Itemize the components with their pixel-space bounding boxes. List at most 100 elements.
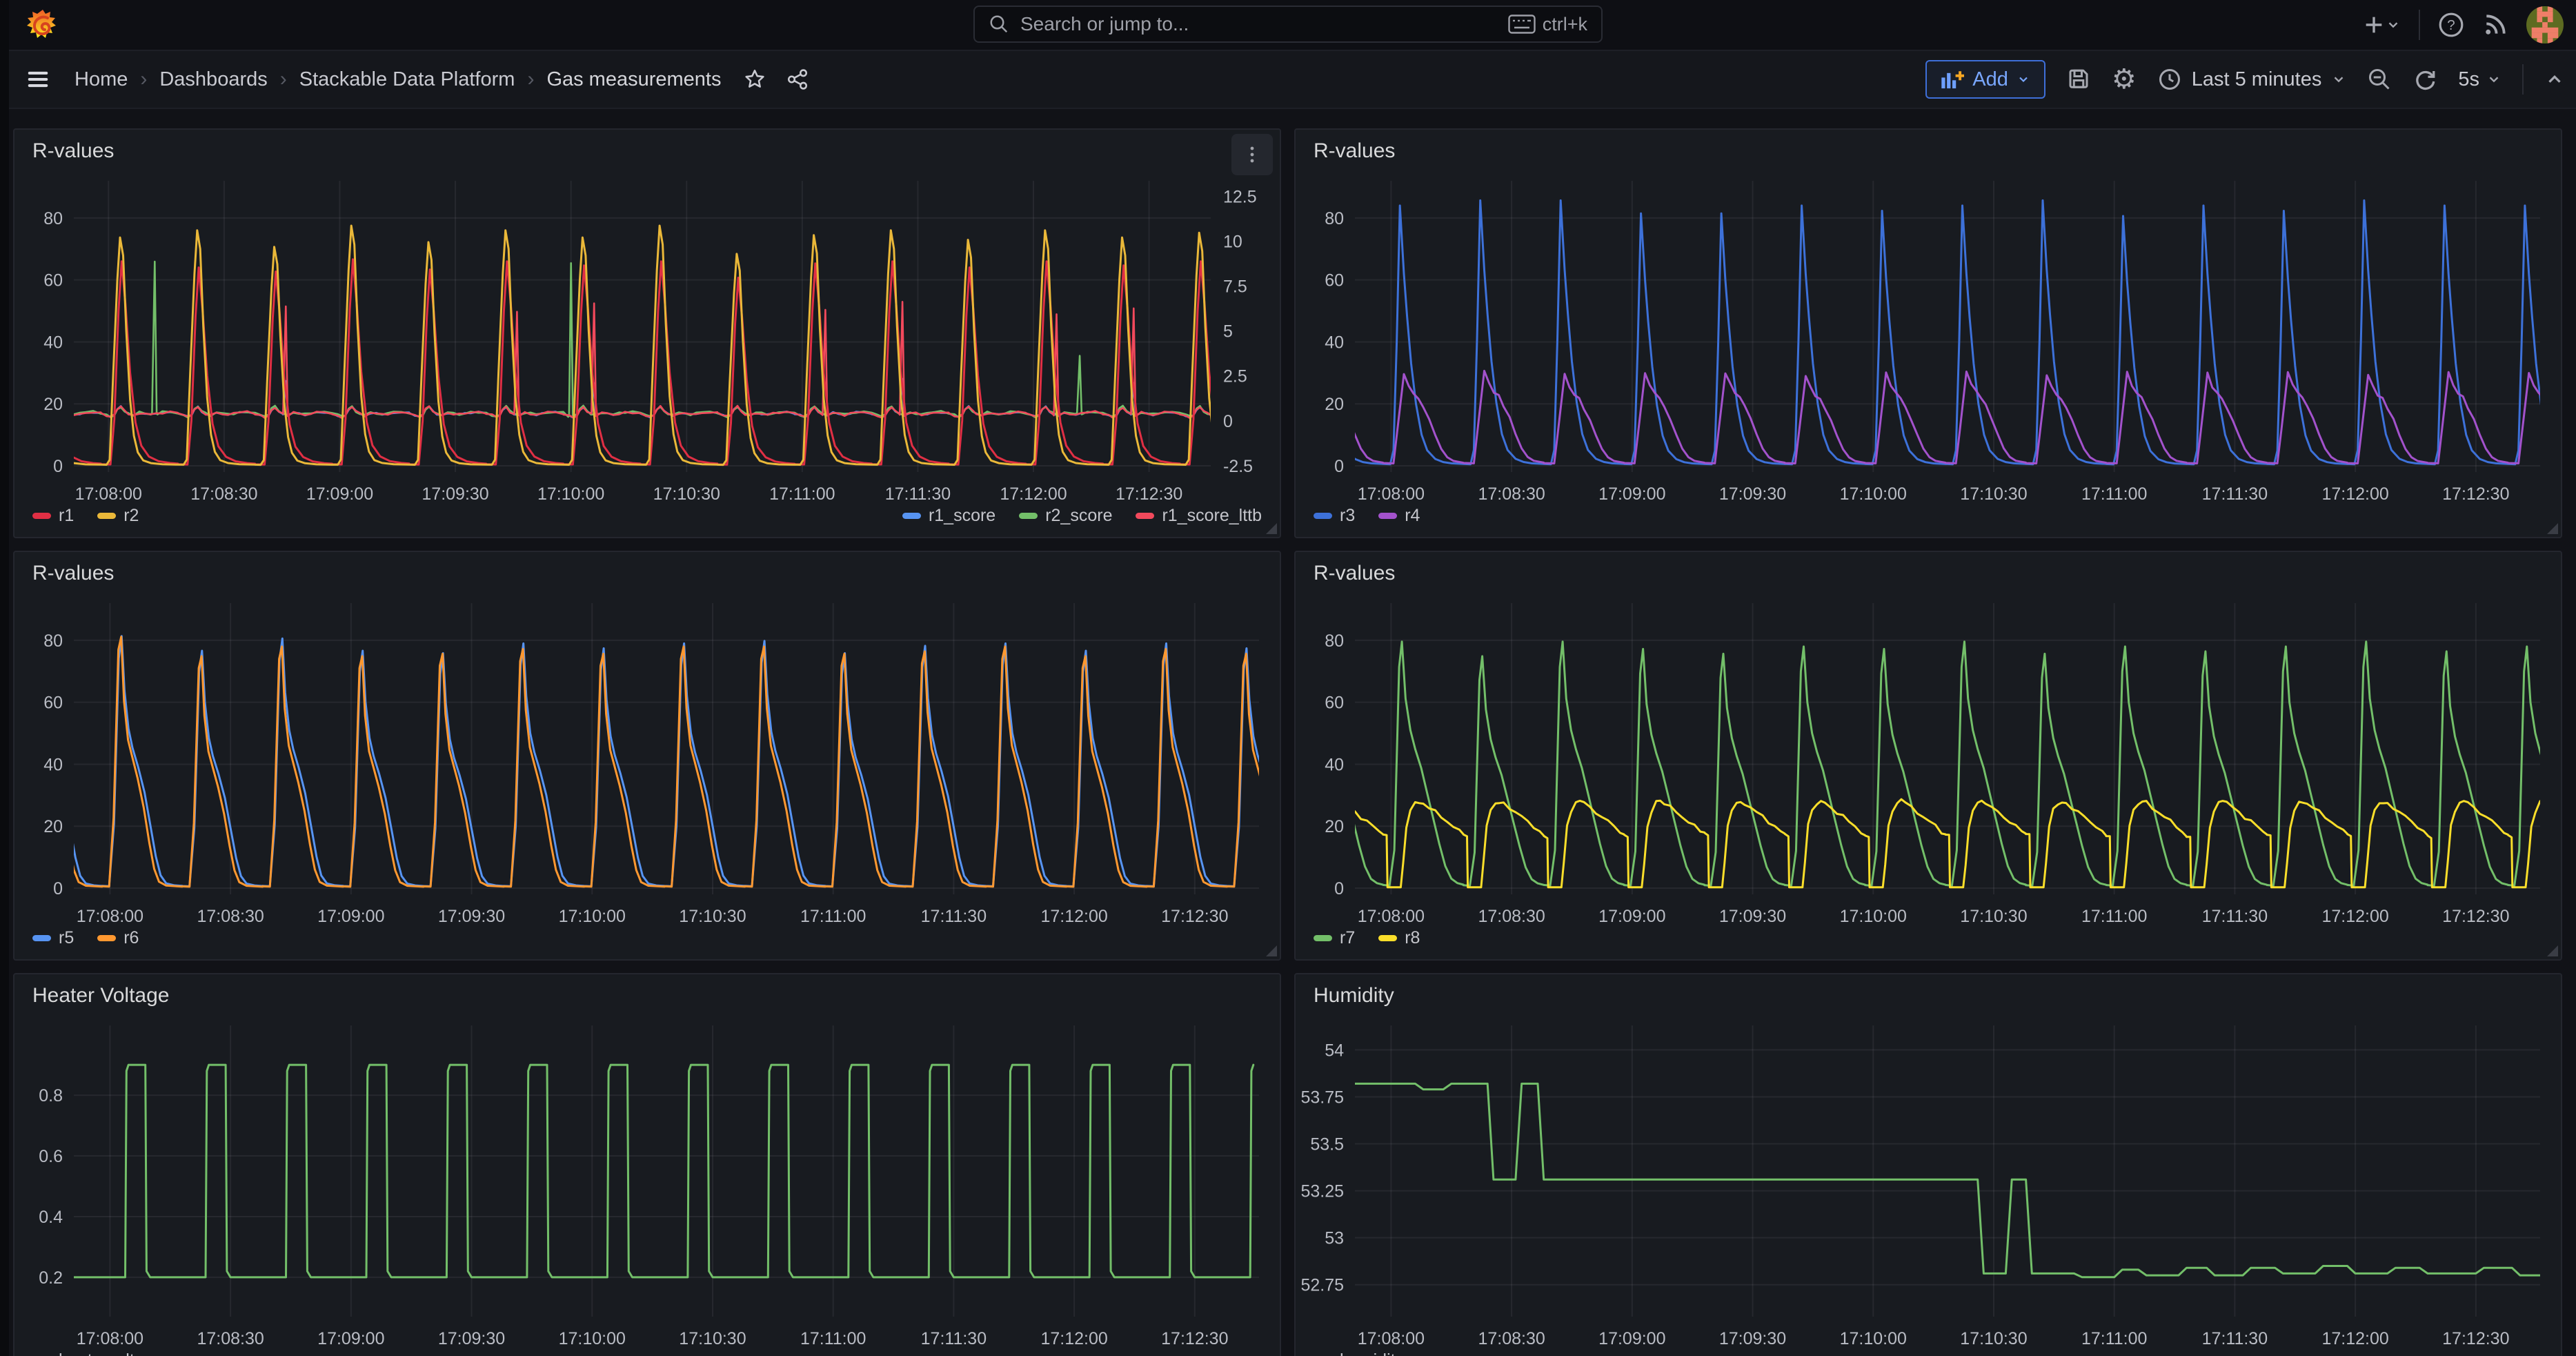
legend: r1 r2 r1_score r2_score r1_score_lttb xyxy=(32,504,1262,527)
legend-item-r1[interactable]: r1 xyxy=(32,506,74,526)
svg-text:20: 20 xyxy=(1325,395,1344,414)
chevron-down-icon xyxy=(2331,72,2346,87)
svg-text:17:12:30: 17:12:30 xyxy=(2442,907,2509,926)
svg-text:17:12:00: 17:12:00 xyxy=(1000,484,1067,504)
breadcrumb-folder[interactable]: Stackable Data Platform xyxy=(299,68,515,91)
resize-handle[interactable] xyxy=(1266,945,1277,956)
legend-label: r1_score xyxy=(929,506,995,526)
legend-item-r1_score_lttb[interactable]: r1_score_lttb xyxy=(1136,506,1262,526)
divider xyxy=(2522,64,2524,95)
panel-header: R-values xyxy=(1296,552,2561,595)
panel-title[interactable]: R-values xyxy=(1314,139,1395,163)
legend-item-r2_score[interactable]: r2_score xyxy=(1019,506,1112,526)
panel-title[interactable]: R-values xyxy=(32,562,114,585)
svg-text:60: 60 xyxy=(43,694,63,713)
svg-text:17:08:30: 17:08:30 xyxy=(190,484,257,504)
chevron-down-icon xyxy=(2017,72,2030,86)
svg-text:17:08:00: 17:08:00 xyxy=(75,484,142,504)
time-range-label: Last 5 minutes xyxy=(2192,68,2322,91)
legend-group-right: r1_score r2_score r1_score_lttb xyxy=(902,506,1262,526)
star-icon xyxy=(743,68,766,91)
help-button[interactable]: ? xyxy=(2438,12,2464,38)
bar-chart-plus-icon xyxy=(1941,69,1964,90)
panel-r-values-1: R-values 020406080-2.502.557.51012.517:0… xyxy=(13,128,1281,538)
legend-item-r8[interactable]: r8 xyxy=(1378,928,1420,948)
svg-text:17:09:00: 17:09:00 xyxy=(306,484,373,504)
legend-item-r2[interactable]: r2 xyxy=(97,506,139,526)
keyboard-icon xyxy=(1508,14,1536,34)
favorite-button[interactable] xyxy=(743,68,766,91)
svg-text:0: 0 xyxy=(53,457,63,476)
legend-item-r5[interactable]: r5 xyxy=(32,928,74,948)
legend-item-r1_score[interactable]: r1_score xyxy=(902,506,995,526)
user-avatar[interactable] xyxy=(2526,6,2564,43)
breadcrumb-home[interactable]: Home xyxy=(75,68,128,91)
grafana-logo-icon[interactable] xyxy=(26,8,59,41)
time-series-chart[interactable]: 02040608017:08:0017:08:3017:09:0017:09:3… xyxy=(1296,595,2561,959)
svg-text:17:11:00: 17:11:00 xyxy=(800,907,866,926)
svg-text:17:08:30: 17:08:30 xyxy=(197,907,264,926)
search-input[interactable]: Search or jump to... ctrl+k xyxy=(973,6,1603,43)
panel-humidity: Humidity 52.755353.2553.553.755417:08:00… xyxy=(1294,973,2562,1356)
save-dashboard-button[interactable] xyxy=(2066,67,2091,92)
svg-text:0: 0 xyxy=(1223,412,1233,431)
panel-r-values-3: R-values 02040608017:08:0017:08:3017:09:… xyxy=(13,551,1281,961)
news-button[interactable] xyxy=(2482,12,2508,38)
mega-menu-button[interactable] xyxy=(25,66,51,92)
resize-handle[interactable] xyxy=(1266,523,1277,534)
legend-label: r2 xyxy=(123,506,139,526)
time-series-chart[interactable]: 02040608017:08:0017:08:3017:09:0017:09:3… xyxy=(1296,173,2561,537)
panel-title[interactable]: Heater Voltage xyxy=(32,984,169,1008)
time-series-chart[interactable]: 02040608017:08:0017:08:3017:09:0017:09:3… xyxy=(14,595,1280,959)
svg-text:40: 40 xyxy=(1325,755,1344,774)
legend-swatch xyxy=(1019,513,1038,519)
svg-text:2.5: 2.5 xyxy=(1223,367,1247,386)
panel-r-values-4: R-values 02040608017:08:0017:08:3017:09:… xyxy=(1294,551,2562,961)
svg-text:5: 5 xyxy=(1223,322,1233,342)
panel-title[interactable]: R-values xyxy=(1314,562,1395,585)
share-button[interactable] xyxy=(786,68,809,91)
rss-icon xyxy=(2482,12,2508,38)
legend-item-r3[interactable]: r3 xyxy=(1314,506,1355,526)
resize-handle[interactable] xyxy=(2547,523,2558,534)
avatar-pixel-art xyxy=(2526,6,2564,43)
legend-item-r6[interactable]: r6 xyxy=(97,928,139,948)
svg-text:80: 80 xyxy=(43,209,63,228)
time-series-chart[interactable]: 0.20.40.60.817:08:0017:08:3017:09:0017:0… xyxy=(14,1017,1280,1356)
svg-text:17:08:00: 17:08:00 xyxy=(1358,907,1425,926)
time-series-chart[interactable]: 020406080-2.502.557.51012.517:08:0017:08… xyxy=(14,173,1280,537)
add-button[interactable]: Add xyxy=(1925,60,2045,99)
legend-swatch xyxy=(1378,513,1397,519)
legend: r3 r4 xyxy=(1314,504,2543,527)
time-series-chart[interactable]: 52.755353.2553.553.755417:08:0017:08:301… xyxy=(1296,1017,2561,1356)
dashboard-settings-button[interactable]: ⚙ xyxy=(2112,66,2137,93)
svg-text:?: ? xyxy=(2447,17,2455,33)
svg-text:17:11:30: 17:11:30 xyxy=(921,907,987,926)
svg-text:17:10:30: 17:10:30 xyxy=(1960,907,2027,926)
legend-item-heatervoltage[interactable]: heatervoltage xyxy=(32,1350,164,1356)
top-bar: Search or jump to... ctrl+k xyxy=(0,0,2576,51)
svg-text:54: 54 xyxy=(1325,1041,1344,1060)
refresh-interval-picker[interactable]: 5s xyxy=(2458,68,2501,91)
time-range-picker[interactable]: Last 5 minutes xyxy=(2157,67,2347,92)
svg-text:17:08:30: 17:08:30 xyxy=(1478,484,1545,504)
panel-menu-button[interactable] xyxy=(1231,134,1273,175)
resize-handle[interactable] xyxy=(2547,945,2558,956)
svg-text:40: 40 xyxy=(43,755,63,774)
svg-text:17:10:30: 17:10:30 xyxy=(679,1329,746,1348)
breadcrumb-separator: › xyxy=(280,68,287,91)
zoom-out-button[interactable] xyxy=(2367,67,2392,92)
legend-item-r7[interactable]: r7 xyxy=(1314,928,1355,948)
panel-title[interactable]: Humidity xyxy=(1314,984,1394,1008)
legend-item-humidity[interactable]: humidity xyxy=(1314,1350,1404,1356)
refresh-button[interactable] xyxy=(2412,67,2437,92)
legend-item-r4[interactable]: r4 xyxy=(1378,506,1420,526)
svg-text:17:08:30: 17:08:30 xyxy=(1478,1329,1545,1348)
svg-text:17:10:30: 17:10:30 xyxy=(1960,1329,2027,1348)
panel-title[interactable]: R-values xyxy=(32,139,114,163)
svg-text:0: 0 xyxy=(53,879,63,898)
svg-text:0.4: 0.4 xyxy=(39,1208,63,1227)
collapse-toolbar-button[interactable] xyxy=(2544,69,2565,90)
breadcrumb-dashboards[interactable]: Dashboards xyxy=(159,68,267,91)
new-button[interactable] xyxy=(2362,13,2401,37)
